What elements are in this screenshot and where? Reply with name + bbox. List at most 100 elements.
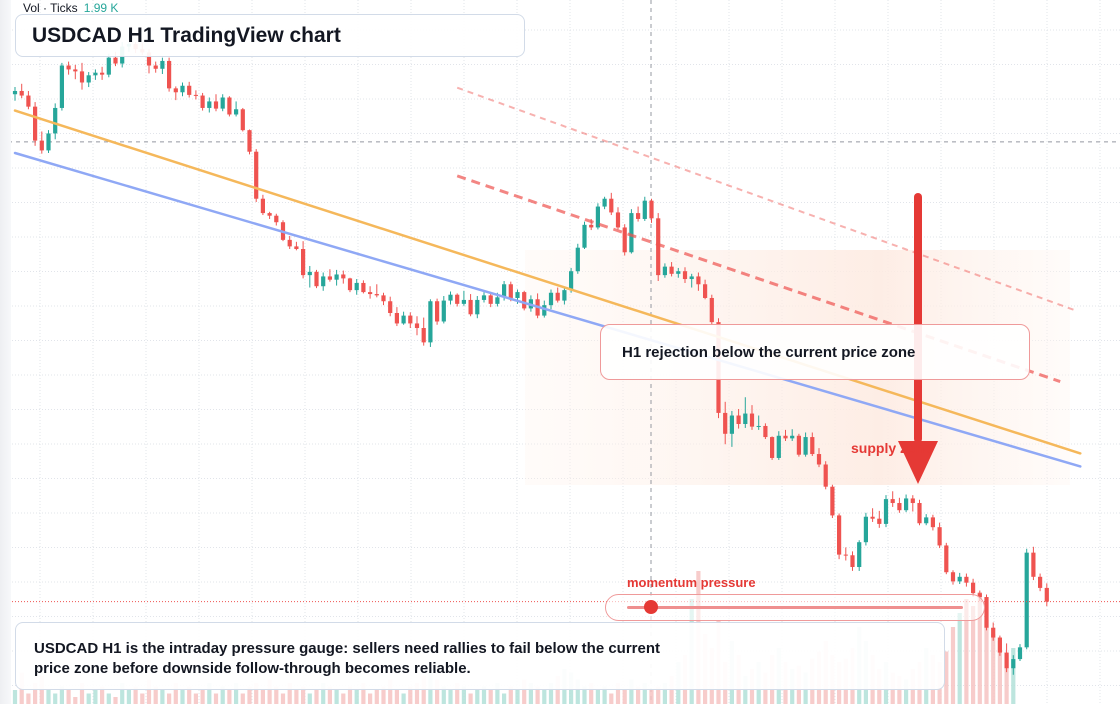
volume-bar (267, 679, 272, 704)
volume-bar (468, 693, 473, 704)
candle-body (33, 106, 38, 141)
volume-bar (904, 679, 909, 704)
volume-bar (187, 686, 192, 704)
candle-body (629, 213, 634, 253)
candle-body (334, 274, 339, 280)
candle-body (167, 60, 172, 89)
volume-bar (193, 693, 198, 704)
volume-bar (274, 686, 279, 704)
candle-body (803, 437, 808, 455)
trendline (13, 151, 1082, 468)
summary-text: USDCAD H1 is the intraday pressure gauge… (34, 640, 661, 677)
volume-bar (1011, 648, 1016, 704)
candle-body (823, 464, 828, 487)
candle-body (897, 503, 902, 511)
volume-bar (381, 686, 386, 704)
candle-body (609, 198, 614, 213)
volume-bar (495, 683, 500, 704)
volume-bar (461, 686, 466, 704)
candle-body (682, 271, 688, 280)
candle-body (709, 297, 714, 323)
candle-body (790, 435, 795, 439)
candle-body (475, 299, 480, 315)
candle-body (555, 292, 560, 301)
candle-body (991, 627, 996, 638)
candle-body (287, 239, 292, 247)
candle-body (1044, 587, 1049, 602)
volume-bar (234, 683, 239, 704)
volume-bar (46, 690, 51, 704)
volume-bar (575, 679, 580, 704)
candle-body (883, 499, 889, 524)
candle-body (924, 517, 929, 524)
candle-body (602, 198, 607, 207)
volume-bar (287, 683, 292, 704)
chart-title-box: USDCAD H1 TradingView chart (15, 14, 525, 57)
candle-body (950, 572, 956, 582)
candle-body (723, 412, 728, 434)
volume-bar (374, 690, 379, 704)
candle-body (341, 274, 346, 279)
candle-body (1011, 659, 1016, 669)
candle-body (448, 294, 453, 301)
candle-body (227, 97, 232, 115)
candle-body (66, 65, 71, 70)
candle-body (394, 312, 399, 324)
candle-body (850, 555, 855, 568)
volume-bar (146, 679, 152, 704)
volume-bar (448, 690, 453, 704)
candle-body (321, 276, 326, 287)
volume-bar (401, 693, 406, 704)
momentum-gauge-knob[interactable] (643, 600, 658, 614)
volume-bar (897, 676, 902, 704)
volume-bar (636, 686, 641, 704)
volume-bar (327, 686, 332, 704)
volume-bar (307, 693, 312, 704)
candle-body (488, 295, 493, 304)
volume-bar (86, 693, 91, 704)
candle-body (689, 276, 694, 280)
candle-body (930, 517, 935, 528)
candle-body (160, 60, 165, 69)
candle-body (106, 57, 111, 75)
candle-body (73, 69, 78, 72)
candle-body (729, 415, 734, 434)
candle-body (582, 224, 587, 248)
volume-bar (642, 683, 647, 704)
volume-bar (388, 679, 393, 704)
volume-bar (294, 690, 299, 704)
volume-bar (93, 690, 98, 704)
momentum-gauge-line (627, 606, 963, 609)
candle-body (274, 215, 279, 223)
candle-body (502, 284, 507, 298)
candle-body (1017, 647, 1023, 660)
volume-bar (971, 606, 976, 704)
volume-bar (126, 690, 131, 704)
candle-body (468, 299, 473, 315)
candle-body (388, 301, 393, 313)
volume-bar (475, 690, 480, 704)
volume-legend[interactable]: Vol · Ticks 1.99 K (23, 1, 118, 15)
left-scale-strip (0, 0, 11, 704)
volume-bar (220, 686, 225, 704)
bearish-arrow-head (898, 441, 938, 484)
volume-bar (347, 686, 353, 704)
volume-bar (59, 686, 64, 704)
candle-body (971, 582, 976, 594)
momentum-gauge-label: momentum pressure (627, 575, 756, 590)
candle-body (1031, 552, 1036, 577)
candle-body (455, 294, 460, 304)
candle-body (522, 292, 527, 309)
volume-bar (957, 613, 962, 704)
candle-body (589, 224, 594, 228)
candle-body (816, 454, 822, 465)
volume-bar (502, 693, 507, 704)
candle-body (1004, 652, 1009, 669)
candle-body (374, 294, 379, 296)
volume-bar (435, 679, 440, 704)
volume-bar (39, 676, 44, 704)
candle-body (441, 300, 446, 322)
candle-body (12, 90, 18, 95)
summary-box: USDCAD H1 is the intraday pressure gauge… (15, 622, 945, 690)
